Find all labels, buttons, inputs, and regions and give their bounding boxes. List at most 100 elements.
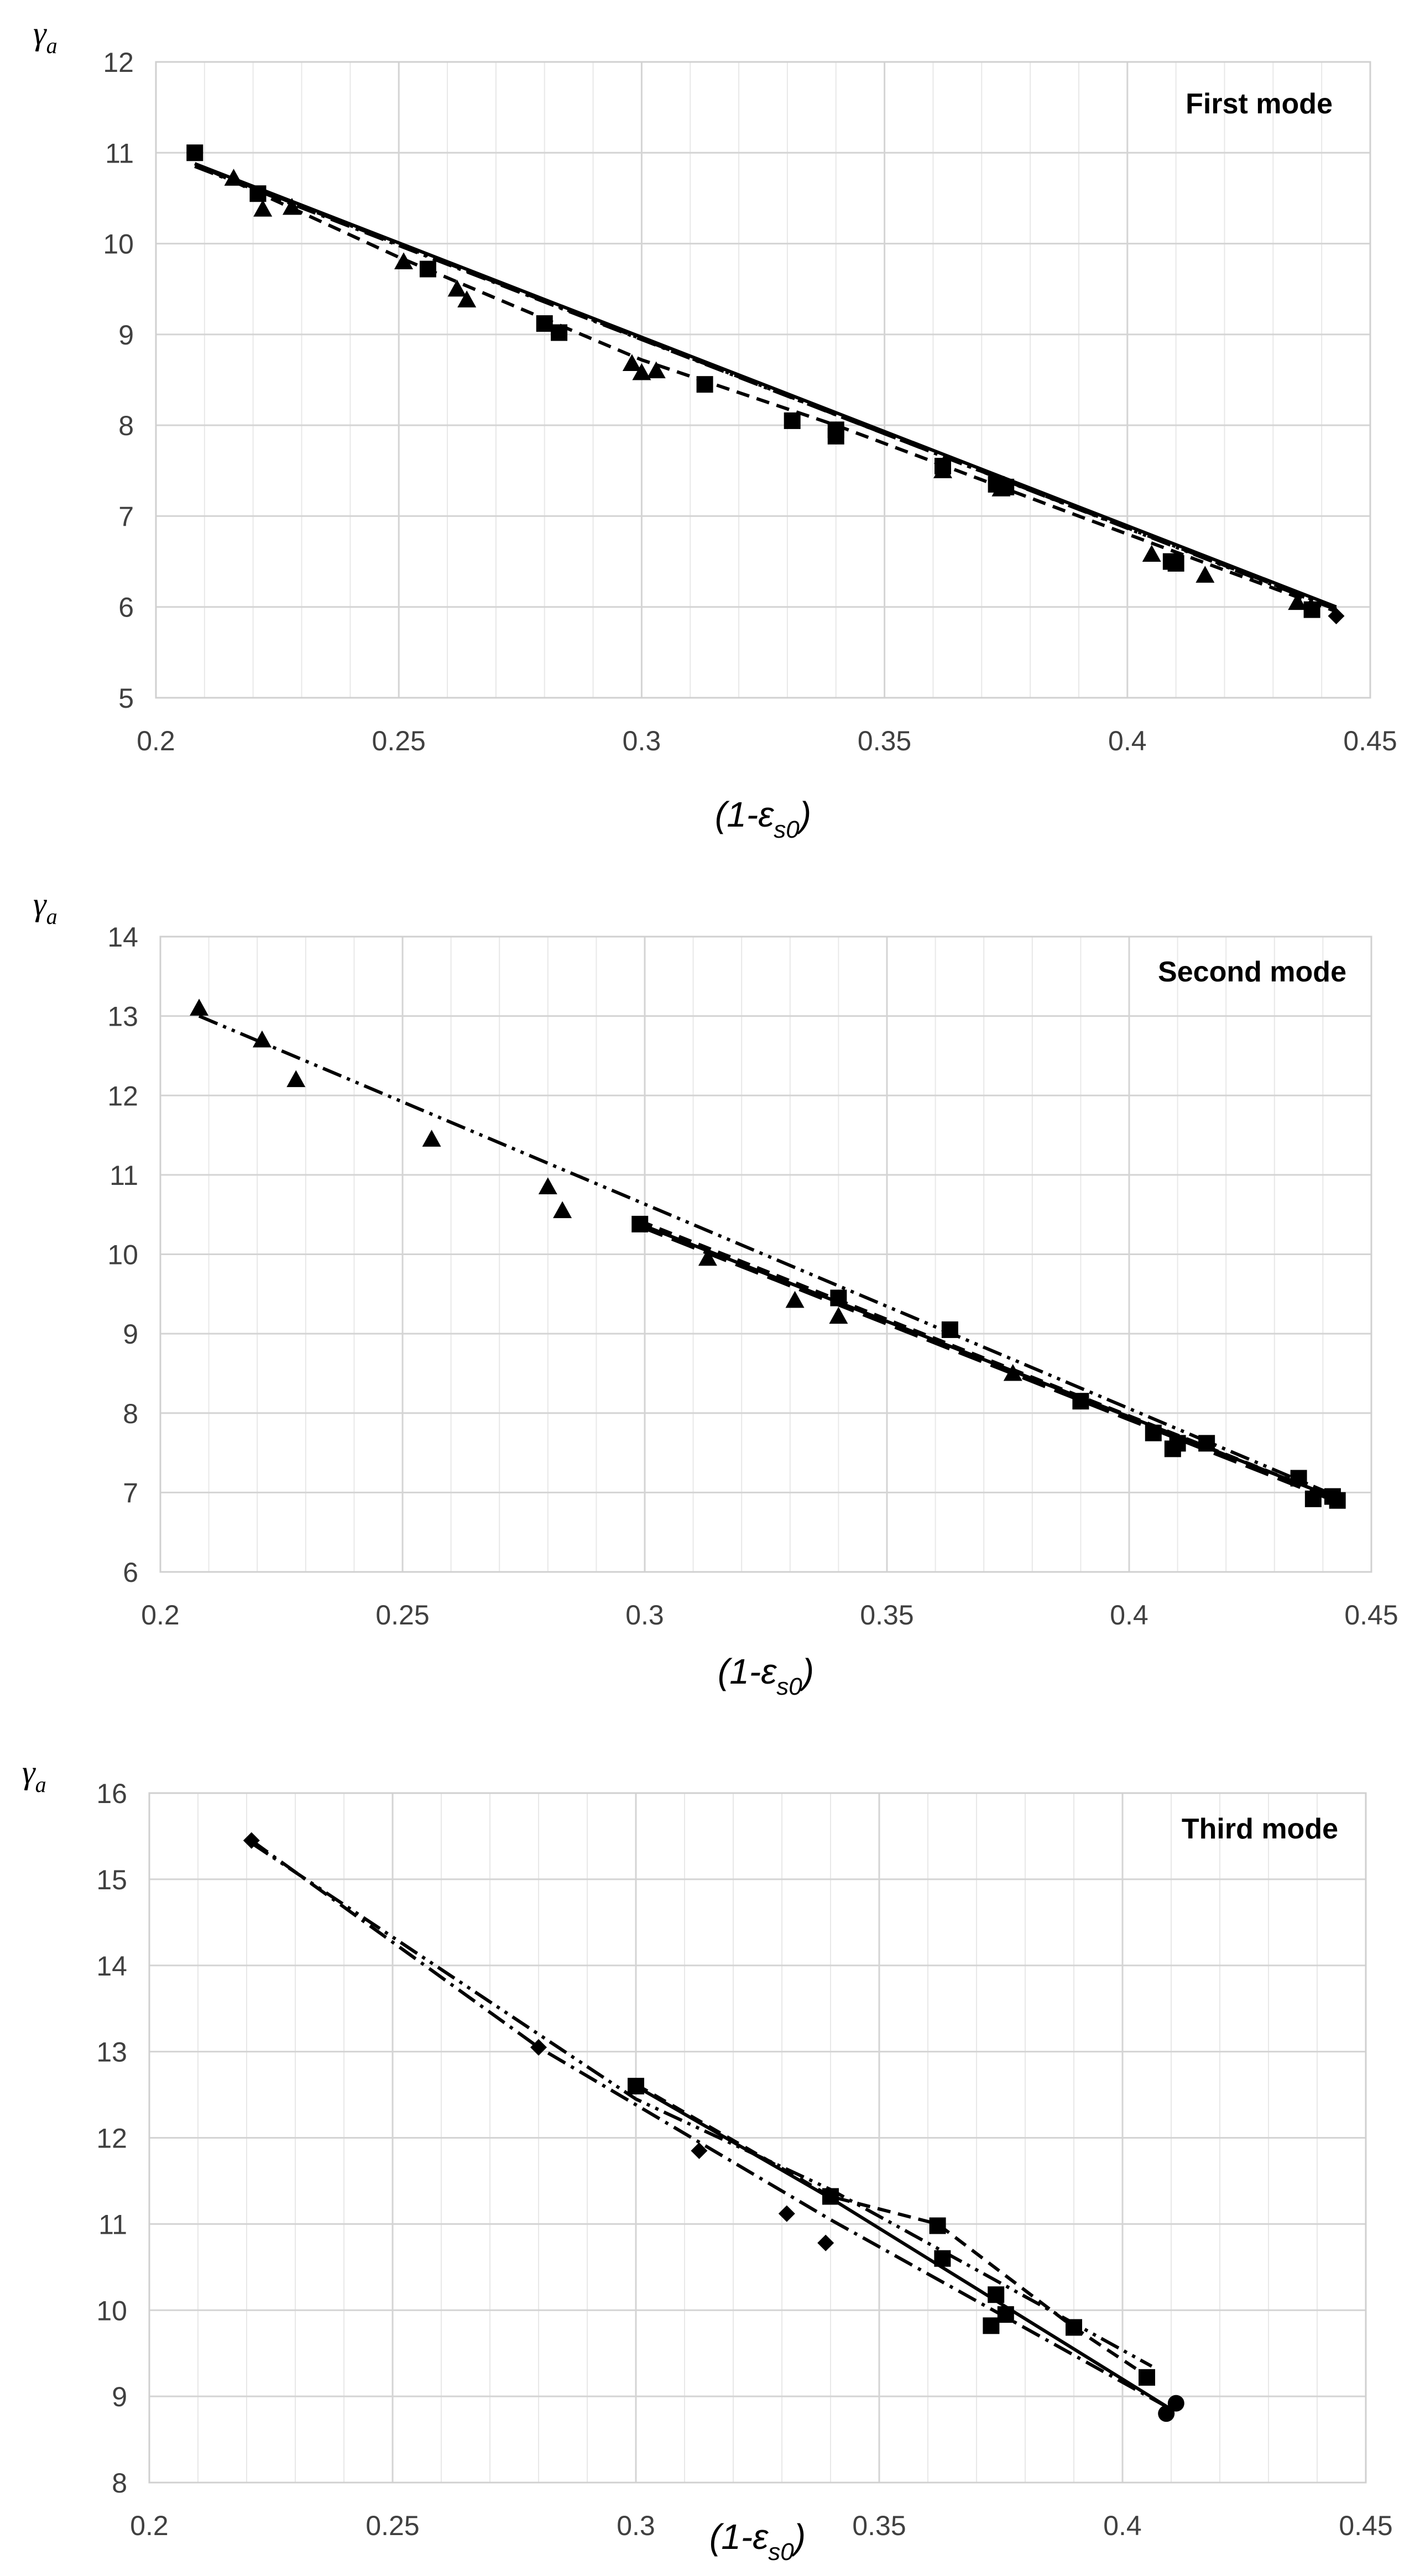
y-tick-label: 15 — [96, 1864, 127, 1895]
data-point-triangle — [457, 290, 477, 308]
data-point-square — [983, 2317, 1000, 2334]
data-point-triangle — [646, 361, 666, 379]
y-tick-label: 9 — [112, 2381, 127, 2412]
y-tick-label: 6 — [123, 1557, 138, 1588]
data-point-square — [1072, 1393, 1089, 1410]
x-tick-label: 0.45 — [1339, 2510, 1392, 2541]
y-tick-label: 8 — [118, 410, 134, 441]
data-point-diamond — [1328, 608, 1345, 625]
chart-panel-1: 0.2 0.25 0.3 0.35 0.4 0.45 5 6 7 8 9 10 11 12 γa (1-εs0… — [33, 15, 1397, 843]
x-tick-label: 0.25 — [366, 2510, 419, 2541]
plot-area — [155, 61, 1371, 699]
fit-line-dashdotdot — [198, 1014, 1338, 1498]
y-axis-label: γa — [33, 15, 58, 58]
y-tick-label: 13 — [107, 1001, 138, 1032]
data-point-triangle — [553, 1201, 572, 1219]
x-tick-label: 0.3 — [617, 2510, 655, 2541]
data-point-triangle — [1142, 545, 1161, 562]
data-point-triangle — [622, 354, 641, 372]
y-tick-label: 12 — [107, 1080, 138, 1111]
y-tick-label: 12 — [96, 2123, 127, 2154]
data-point-triangle — [1003, 1363, 1022, 1381]
fit-line-dashed — [635, 2083, 1153, 2381]
data-point-square — [1329, 1492, 1346, 1509]
data-point-triangle — [698, 1248, 717, 1266]
chart-title: Second mode — [1158, 956, 1346, 988]
data-point-triangle — [785, 1290, 805, 1308]
fit-line-longdash — [639, 1225, 1338, 1504]
data-point-square — [419, 260, 436, 278]
x-axis-label: (1-εs0) — [718, 1652, 814, 1700]
data-point-square — [988, 2286, 1005, 2303]
y-axis-label: γa — [22, 1754, 46, 1797]
data-point-square — [827, 427, 844, 445]
data-point-square — [830, 1289, 847, 1307]
data-point-triangle — [286, 1070, 306, 1088]
plot-area — [148, 1792, 1367, 2484]
x-tick-label: 0.4 — [1110, 1600, 1148, 1631]
data-point-diamond — [243, 1832, 260, 1849]
data-point-square — [929, 2217, 946, 2234]
data-point-triangle — [447, 279, 467, 297]
data-point-diamond — [778, 2205, 795, 2222]
x-tick-label: 0.35 — [860, 1600, 913, 1631]
data-point-square — [186, 144, 203, 161]
fit-line-dashed — [194, 162, 1337, 613]
x-axis-label: (1-εs0) — [709, 2517, 806, 2565]
data-point-square — [1145, 1424, 1162, 1441]
data-point-triangle — [933, 461, 953, 478]
x-tick-label: 0.45 — [1344, 1600, 1398, 1631]
data-point-square — [1304, 1490, 1322, 1507]
data-point-square — [997, 2306, 1014, 2323]
data-point-triangle — [991, 479, 1011, 497]
data-point-triangle — [632, 363, 651, 380]
data-point-circle — [1167, 2395, 1184, 2412]
y-axis-label: γa — [33, 886, 58, 929]
data-point-square — [536, 315, 553, 332]
y-tick-label: 11 — [105, 138, 134, 169]
data-point-triangle — [394, 252, 413, 270]
x-tick-label: 0.3 — [625, 1600, 664, 1631]
data-point-triangle — [282, 197, 301, 215]
y-tick-label: 14 — [107, 922, 138, 953]
y-tick-label: 12 — [103, 47, 134, 78]
data-point-triangle — [253, 200, 273, 217]
data-point-diamond — [530, 2039, 547, 2056]
data-point-triangle — [224, 169, 243, 186]
data-point-square — [941, 1321, 958, 1338]
x-tick-label: 0.2 — [137, 725, 175, 756]
x-tick-label: 0.4 — [1108, 725, 1147, 756]
y-tick-label: 6 — [118, 592, 134, 623]
data-point-circle — [1158, 2405, 1175, 2422]
data-point-triangle — [538, 1177, 557, 1195]
y-tick-label: 9 — [118, 320, 134, 351]
fit-line-dashdotdot — [250, 1841, 1153, 2368]
x-axis-label: (1-εs0) — [715, 795, 811, 843]
data-point-square — [551, 324, 568, 341]
data-point-square — [934, 2250, 951, 2267]
y-tick-label: 11 — [98, 2209, 127, 2240]
y-tick-label: 9 — [123, 1319, 138, 1350]
y-tick-label: 16 — [96, 1778, 127, 1809]
data-point-square — [249, 185, 267, 202]
fit-line-dashdot — [194, 165, 1337, 610]
x-tick-label: 0.35 — [858, 725, 911, 756]
data-point-diamond — [817, 2234, 834, 2251]
x-tick-label: 0.35 — [852, 2510, 906, 2541]
data-point-diamond — [691, 2142, 708, 2159]
chart-title: Third mode — [1182, 1813, 1338, 1845]
y-tick-label: 11 — [109, 1160, 138, 1191]
data-point-triangle — [252, 1030, 272, 1048]
y-tick-label: 13 — [96, 2037, 127, 2068]
y-tick-label: 5 — [118, 683, 134, 714]
data-point-square — [784, 412, 801, 429]
x-tick-label: 0.2 — [130, 2510, 169, 2541]
x-tick-label: 0.4 — [1103, 2510, 1142, 2541]
fit-line-solid — [639, 1222, 1338, 1501]
data-point-triangle — [422, 1130, 441, 1147]
x-tick-label: 0.45 — [1343, 725, 1397, 756]
data-point-square — [1290, 1470, 1307, 1487]
data-point-square — [1139, 2369, 1155, 2386]
x-tick-label: 0.3 — [623, 725, 661, 756]
